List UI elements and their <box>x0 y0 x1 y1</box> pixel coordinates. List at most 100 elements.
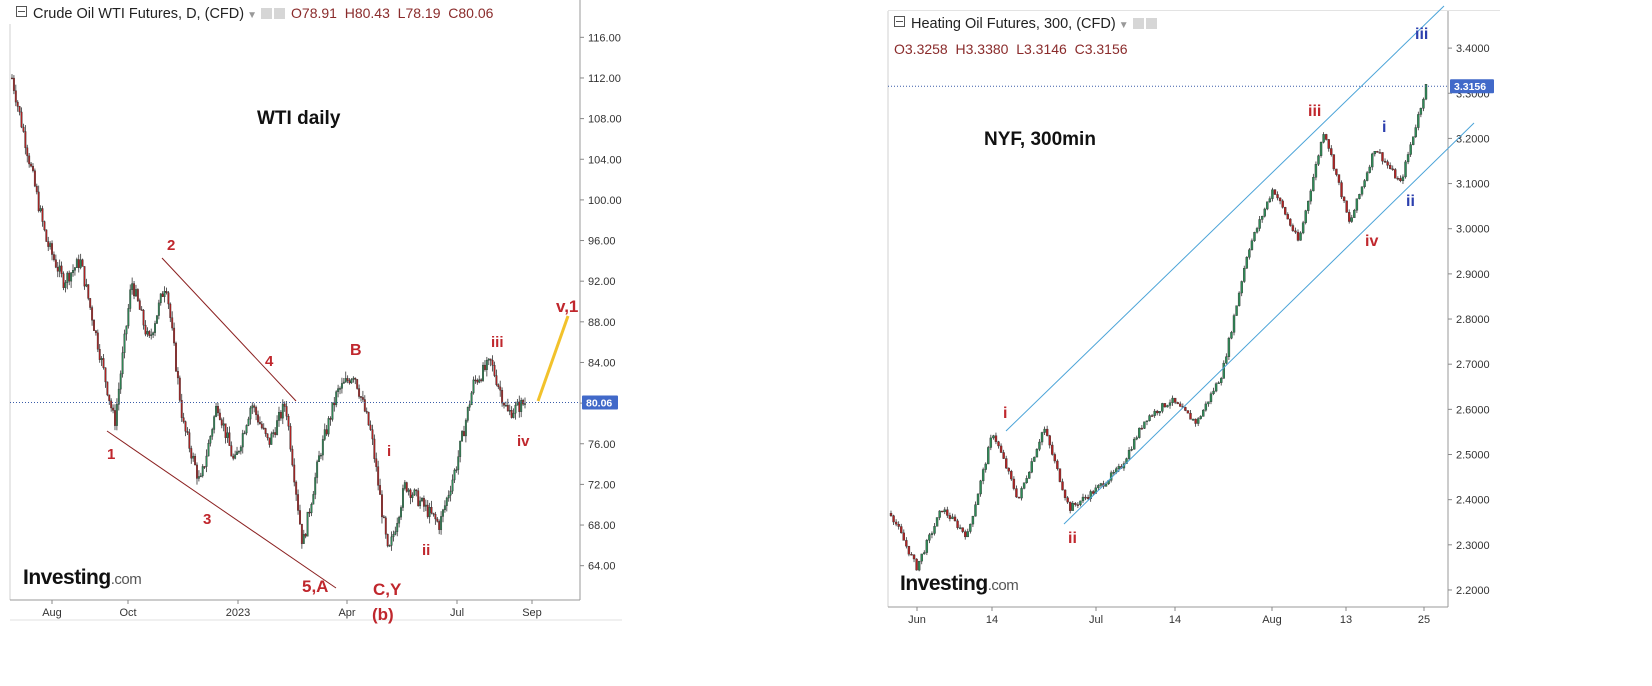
candle-body <box>358 388 361 397</box>
candle-body <box>388 545 391 547</box>
candle-body <box>318 455 320 462</box>
wti-chart-svg[interactable]: 116.00 112.00 108.00 104.00 100.00 96.00 92.00… <box>9 0 622 625</box>
candle-body <box>516 401 519 406</box>
candle-body <box>1117 466 1121 469</box>
y-tick-label: 2.8000 <box>1456 314 1490 326</box>
candle-body <box>325 429 328 435</box>
candle-body <box>91 307 94 321</box>
ho-close: C3.3156 <box>1074 41 1128 57</box>
candle-body <box>384 517 387 535</box>
y-tick-label: 100.00 <box>588 195 622 207</box>
collapse-icon[interactable] <box>16 6 27 17</box>
settings-icon[interactable] <box>260 8 272 19</box>
candle-body <box>1071 503 1074 511</box>
chevron-down-icon[interactable]: ▼ <box>1118 20 1129 31</box>
candle-body <box>1363 180 1366 188</box>
candle-body <box>923 552 926 555</box>
candle-body <box>1237 292 1241 306</box>
candle-body <box>1030 461 1033 473</box>
candle-body <box>1168 402 1172 406</box>
ho-open: O3.3258 <box>894 41 948 57</box>
collapse-icon[interactable] <box>894 16 905 27</box>
settings-icon[interactable] <box>1132 18 1144 29</box>
candle-body <box>394 531 397 535</box>
candle-body <box>1273 189 1277 195</box>
close-icon[interactable] <box>273 8 285 19</box>
candle-body <box>308 511 311 514</box>
candle-body <box>447 494 450 499</box>
candle-body <box>176 370 179 379</box>
candle-body <box>274 432 277 435</box>
candle-body <box>426 504 429 517</box>
candle-body <box>47 241 50 247</box>
investing-logo: Investing.com <box>23 566 142 590</box>
candle-body <box>381 494 383 518</box>
candle-body <box>400 507 402 518</box>
ho-chart-svg[interactable]: 3.40003.30003.20003.10003.00002.90002.80… <box>887 5 1500 626</box>
close-icon[interactable] <box>1145 18 1157 29</box>
candle-body <box>1017 496 1021 499</box>
candle-body <box>22 126 25 132</box>
candle-body <box>377 466 380 486</box>
candle-body <box>1053 454 1057 462</box>
candle-body <box>1035 449 1039 458</box>
candle-body <box>1153 410 1156 416</box>
projection-line <box>536 315 570 402</box>
candle-body <box>1184 407 1187 411</box>
candle-body <box>106 381 109 396</box>
candle-body <box>1132 438 1136 450</box>
candle-body <box>499 386 502 391</box>
y-tick-label: 2.4000 <box>1456 495 1490 507</box>
candle-body <box>459 440 462 457</box>
candle-body <box>405 482 408 492</box>
candle-body <box>1199 416 1202 419</box>
candle-body <box>1012 478 1016 489</box>
candle-body <box>987 447 990 465</box>
candle-body <box>135 289 137 297</box>
candle-body <box>1002 452 1005 459</box>
wave-label-i: i <box>387 443 391 460</box>
candle-body <box>438 521 441 530</box>
ho-ohlc: O3.3258 H3.3380 L3.3146 C3.3156 <box>894 41 1128 57</box>
wti-low: L78.19 <box>397 5 441 21</box>
candle-body <box>474 379 477 382</box>
chevron-down-icon[interactable]: ▼ <box>247 10 257 21</box>
candle-body <box>1324 134 1328 140</box>
candle-body <box>940 510 944 513</box>
candle-body <box>489 358 492 361</box>
y-tick-label: 64.00 <box>588 561 616 573</box>
current-price-tag <box>1450 79 1494 94</box>
candle-body <box>138 300 141 310</box>
candle-body <box>920 553 923 562</box>
candle-body <box>102 358 105 368</box>
candle-body <box>1276 194 1279 199</box>
candle-body <box>1350 217 1353 222</box>
candle-body <box>278 411 280 421</box>
candle-body <box>114 410 116 426</box>
candle-body <box>232 455 235 459</box>
candle-body <box>409 489 412 498</box>
candle-body <box>925 539 929 553</box>
candle-body <box>148 331 151 336</box>
candle-body <box>281 403 284 419</box>
candle-body <box>350 379 353 384</box>
candle-body <box>163 291 166 297</box>
candle-body <box>279 411 282 419</box>
candle-body <box>485 359 488 370</box>
candle-body <box>62 273 65 288</box>
candle-body <box>1388 165 1392 170</box>
candle-body <box>520 400 523 412</box>
candle-body <box>1268 198 1272 203</box>
wave-label-blue-i: i <box>1382 119 1386 136</box>
candle-body <box>1209 393 1213 402</box>
candle-body <box>912 554 916 560</box>
candle-body <box>1317 155 1320 165</box>
candle-body <box>1202 409 1205 417</box>
y-tick-label: 76.00 <box>588 439 616 451</box>
candle-body <box>453 469 456 481</box>
logo-suffix: .com <box>110 571 142 588</box>
candle-body <box>1112 471 1115 474</box>
candle-body <box>915 558 918 571</box>
candle-body <box>413 489 416 496</box>
candle-body <box>1235 305 1238 316</box>
